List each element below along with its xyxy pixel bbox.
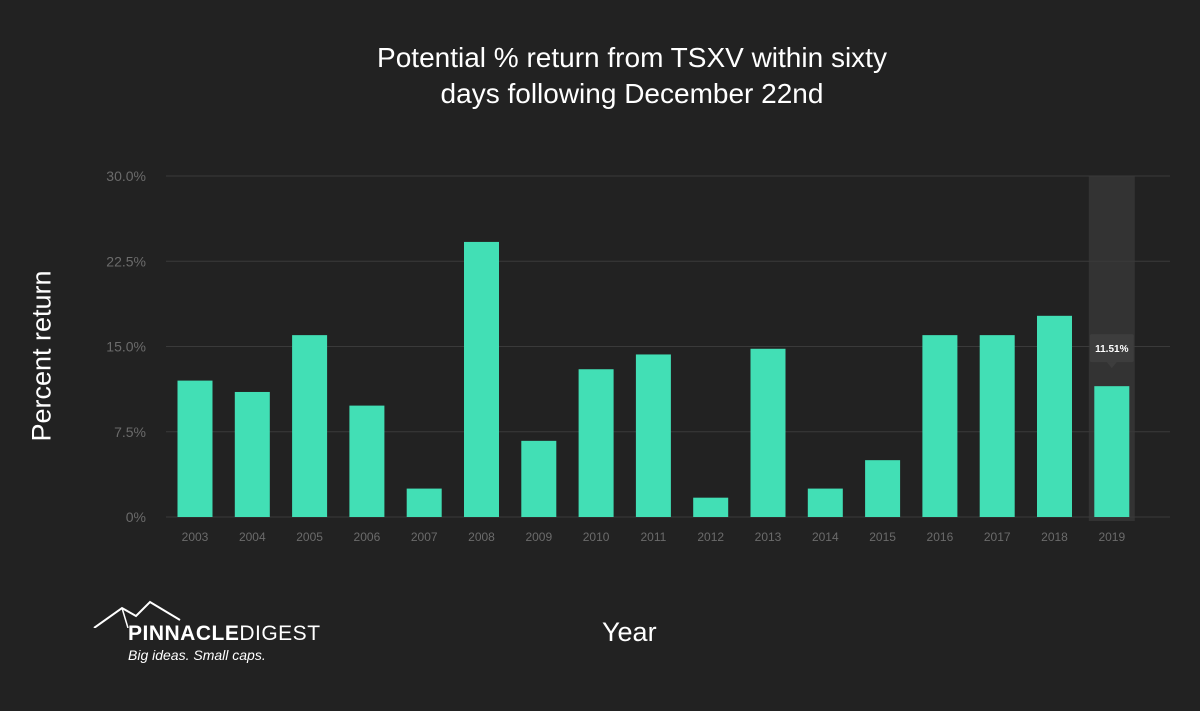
bar-2006 bbox=[349, 405, 385, 517]
x-tick-label: 2018 bbox=[1041, 530, 1068, 544]
chart-title: Potential % return from TSXV within sixt… bbox=[0, 40, 1200, 112]
x-tick-label: 2019 bbox=[1098, 530, 1125, 544]
bar-2003 bbox=[177, 380, 213, 517]
x-tick-label: 2009 bbox=[525, 530, 552, 544]
logo-name: PINNACLEDIGEST bbox=[128, 622, 321, 646]
bar-2010 bbox=[578, 369, 614, 517]
bar-2014 bbox=[807, 488, 843, 517]
x-tick-label: 2014 bbox=[812, 530, 839, 544]
y-tick-label: 22.5% bbox=[106, 253, 146, 269]
mountain-icon bbox=[93, 600, 181, 628]
x-tick-label: 2013 bbox=[755, 530, 782, 544]
tooltip-value: 11.51% bbox=[1095, 344, 1128, 355]
bar-2016 bbox=[922, 335, 958, 517]
bar-2011 bbox=[635, 354, 671, 517]
y-tick-label: 7.5% bbox=[114, 424, 146, 440]
bar-2005 bbox=[292, 335, 328, 517]
logo-name-bold: PINNACLE bbox=[128, 622, 240, 645]
bar-2007 bbox=[406, 488, 442, 517]
logo-tagline: Big ideas. Small caps. bbox=[128, 647, 266, 663]
x-tick-label: 2003 bbox=[182, 530, 209, 544]
y-tick-label: 0% bbox=[126, 509, 146, 525]
bar-2017 bbox=[979, 335, 1015, 517]
x-tick-label: 2015 bbox=[869, 530, 896, 544]
x-tick-label: 2017 bbox=[984, 530, 1011, 544]
x-tick-label: 2005 bbox=[296, 530, 323, 544]
chart-title-line-2: days following December 22nd bbox=[440, 78, 824, 109]
bar-2019 bbox=[1094, 386, 1130, 517]
bar-2008 bbox=[464, 241, 499, 517]
x-axis-label: Year bbox=[602, 617, 657, 647]
tooltip-pointer bbox=[1106, 362, 1117, 369]
x-tick-label: 2004 bbox=[239, 530, 266, 544]
x-tick-label: 2012 bbox=[697, 530, 724, 544]
y-tick-label: 15.0% bbox=[106, 339, 146, 355]
bar-2018 bbox=[1037, 315, 1072, 517]
x-tick-label: 2006 bbox=[354, 530, 381, 544]
y-tick-label: 30.0% bbox=[106, 168, 146, 184]
x-tick-label: 2016 bbox=[927, 530, 954, 544]
x-tick-label: 2010 bbox=[583, 530, 610, 544]
x-tick-label: 2007 bbox=[411, 530, 438, 544]
pinnacle-digest-logo: PINNACLEDIGEST Big ideas. Small caps. bbox=[92, 598, 352, 668]
bar-2015 bbox=[865, 460, 901, 517]
x-tick-label: 2008 bbox=[468, 530, 495, 544]
bar-2009 bbox=[521, 440, 557, 517]
bar-2004 bbox=[234, 391, 270, 517]
chart-title-line-1: Potential % return from TSXV within sixt… bbox=[377, 42, 887, 73]
tooltip-box bbox=[1089, 334, 1134, 363]
bar-2012 bbox=[693, 497, 729, 517]
logo-name-light: DIGEST bbox=[239, 622, 321, 645]
x-tick-label: 2011 bbox=[640, 530, 666, 544]
bar-2013 bbox=[750, 348, 786, 517]
